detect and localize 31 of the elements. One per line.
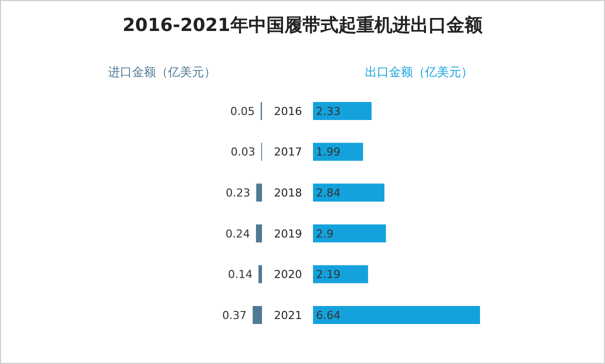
bar [256,184,262,202]
y-tick-label: 2018 [274,186,302,200]
bar [252,306,262,324]
chart-subtitle: 出口金额（亿美元） [365,65,473,80]
data-label: 2.19 [316,268,340,282]
data-label: 0.14 [228,268,252,282]
data-label: 0.24 [225,227,250,240]
text: 2016-2021年中国履带式起重机进出口金额 [122,15,484,36]
data-label: 0.23 [226,186,250,200]
bar [256,224,262,242]
bar [313,224,386,242]
data-label: 2.9 [316,227,334,240]
bar [258,265,262,284]
y-tick-label: 2020 [274,268,302,282]
data-label: 6.64 [316,308,340,322]
data-label: 0.05 [230,104,255,118]
bar [313,306,480,324]
y-tick-label: 2017 [274,146,302,159]
data-label: 0.37 [222,308,247,322]
bar [313,184,384,202]
data-label: 1.99 [316,146,340,159]
y-tick-label: 2021 [274,308,302,322]
y-tick-label: 2019 [274,227,302,240]
bar [313,265,368,284]
bar [313,102,372,120]
data-label: 0.03 [230,146,256,159]
data-label: 2.84 [316,186,340,200]
bar [313,142,364,161]
y-tick-label: 2016 [274,104,302,118]
chart-subtitle: 进口金额（亿美元） [108,65,216,80]
data-label: 2.33 [316,104,340,118]
